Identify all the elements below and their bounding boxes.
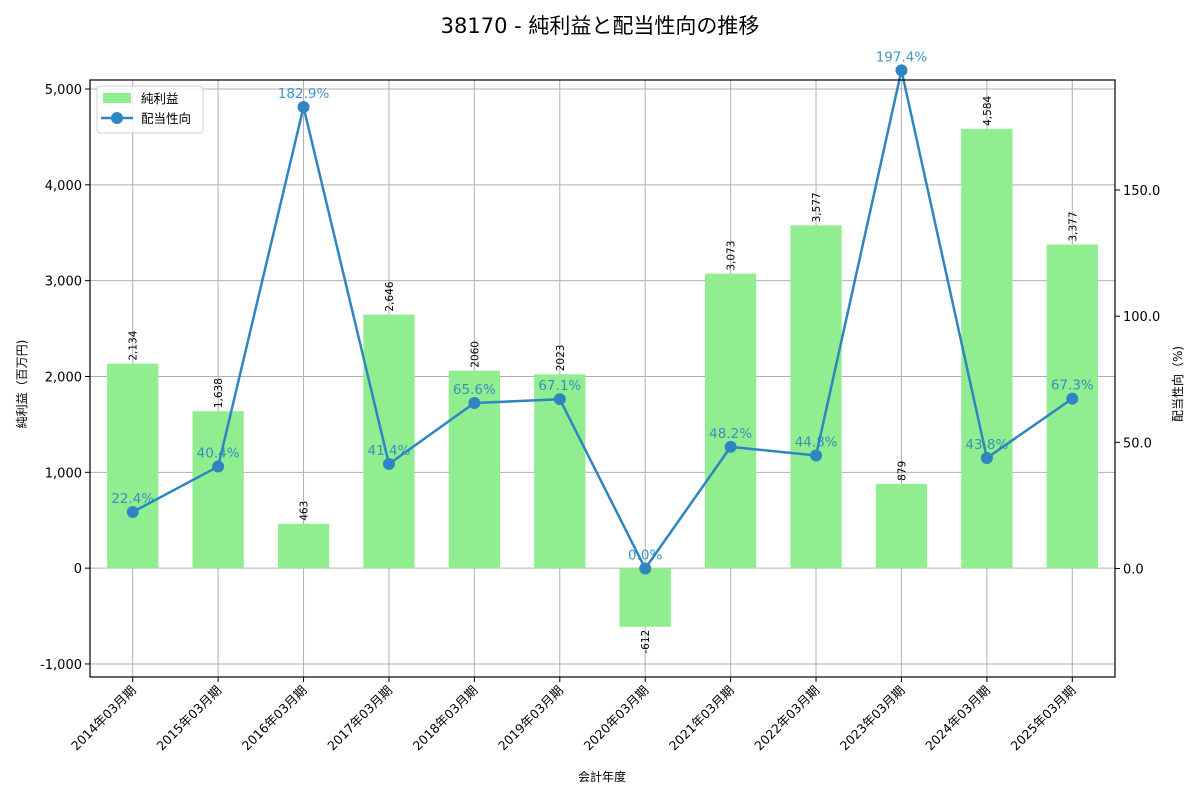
bar-value-label: 2060 bbox=[469, 341, 481, 368]
legend-label-net-income: 純利益 bbox=[141, 91, 179, 106]
bar-value-label: 463 bbox=[299, 501, 311, 521]
bar-value-label: -612 bbox=[640, 630, 652, 654]
line-marker bbox=[212, 460, 225, 473]
percent-value-label: 41.4% bbox=[368, 443, 411, 459]
bar-value-label: 879 bbox=[896, 461, 908, 481]
bar-series bbox=[107, 128, 1098, 627]
bar-value-label: 3,577 bbox=[811, 192, 823, 222]
chart-title: 38170 - 純利益と配当性向の推移 bbox=[440, 14, 760, 38]
x-tick-label: 2015年03月期 bbox=[153, 683, 224, 754]
percent-value-label: 43.8% bbox=[965, 437, 1008, 453]
x-axis-label: 会計年度 bbox=[578, 769, 626, 784]
legend-bar-swatch bbox=[103, 93, 131, 103]
bar bbox=[107, 363, 159, 569]
line-marker bbox=[382, 458, 395, 471]
percent-labels: 22.4% 40.4% 182.9% 41.4% 65.6% 67.1% 0.0% 48.2%… bbox=[111, 49, 1094, 563]
percent-value-label: 182.9% bbox=[278, 86, 330, 102]
line-series bbox=[126, 64, 1079, 575]
percent-value-label: 48.2% bbox=[709, 426, 752, 442]
percent-value-label: 197.4% bbox=[876, 49, 928, 65]
bar bbox=[277, 523, 330, 569]
bar bbox=[363, 314, 415, 569]
y-tick-label: 3,000 bbox=[45, 275, 82, 290]
x-tick-label: 2020年03月期 bbox=[580, 683, 651, 754]
line-marker bbox=[810, 449, 823, 462]
bar bbox=[790, 225, 842, 569]
y-tick-label: 0 bbox=[74, 562, 82, 577]
x-tick-label: 2016年03月期 bbox=[239, 683, 310, 754]
x-tick-label: 2024年03月期 bbox=[922, 683, 993, 754]
line-marker bbox=[553, 393, 566, 406]
percent-value-label: 44.8% bbox=[795, 434, 838, 450]
percent-value-label: 40.4% bbox=[197, 446, 240, 462]
percent-value-label: 0.0% bbox=[628, 548, 662, 564]
bar-value-label: 2,646 bbox=[384, 281, 396, 311]
line-marker bbox=[126, 505, 139, 518]
percent-value-label: 67.3% bbox=[1051, 378, 1094, 394]
bar bbox=[619, 568, 671, 627]
percent-value-label: 22.4% bbox=[111, 491, 154, 507]
line-marker bbox=[639, 562, 652, 575]
y-tick-label: 4,000 bbox=[45, 179, 82, 194]
x-tick-label: 2022年03月期 bbox=[751, 683, 822, 754]
bar-value-label: 4,584 bbox=[982, 95, 994, 125]
x-tick-label: 2018年03月期 bbox=[410, 683, 481, 754]
y-right-tick-label: 0.0 bbox=[1123, 563, 1144, 578]
bar bbox=[961, 128, 1013, 569]
y-tick-label: -1,000 bbox=[40, 658, 82, 673]
bar bbox=[1046, 244, 1098, 569]
bar bbox=[534, 374, 586, 569]
y-right-tick-label: 50.0 bbox=[1123, 436, 1152, 451]
line-marker bbox=[895, 64, 908, 77]
legend-marker-swatch bbox=[111, 112, 123, 124]
line-marker bbox=[980, 451, 993, 464]
bar bbox=[705, 273, 757, 569]
x-tick-label: 2019年03月期 bbox=[495, 683, 566, 754]
percent-value-label: 65.6% bbox=[453, 382, 496, 398]
y-tick-label: 1,000 bbox=[45, 466, 82, 481]
bar-value-label: 3,377 bbox=[1067, 211, 1079, 241]
bar-value-label: 2023 bbox=[555, 345, 567, 372]
left-axis: -1,000 0 1,000 2,000 3,000 4,000 5,000 bbox=[40, 83, 90, 673]
right-axis: 0.0 50.0 100.0 150.0 bbox=[1115, 184, 1160, 578]
bar bbox=[875, 483, 928, 569]
bar bbox=[192, 411, 244, 569]
x-tick-label: 2025年03月期 bbox=[1008, 683, 1079, 754]
line-marker bbox=[468, 396, 481, 409]
bar-value-label: 2,134 bbox=[128, 330, 140, 360]
y-axis-label: 純利益（百万円) bbox=[15, 340, 29, 429]
x-tick-label: 2023年03月期 bbox=[837, 683, 908, 754]
line-marker bbox=[724, 440, 737, 453]
bar-labels: 2,134 1,638 463 2,646 2060 2023 -612 3,073 3,577… bbox=[128, 95, 1080, 653]
line-marker bbox=[1066, 392, 1079, 405]
percent-value-label: 67.1% bbox=[538, 378, 581, 394]
y-right-axis-label: 配当性向（%) bbox=[1170, 346, 1185, 422]
x-tick-label: 2014年03月期 bbox=[68, 683, 139, 754]
x-tick-label: 2017年03月期 bbox=[324, 683, 395, 754]
y-tick-label: 5,000 bbox=[45, 83, 82, 98]
payout-ratio-line bbox=[132, 69, 1074, 570]
x-tick-label: 2021年03月期 bbox=[666, 683, 737, 754]
bar-value-label: 1,638 bbox=[213, 378, 225, 408]
y-right-tick-label: 150.0 bbox=[1123, 184, 1160, 199]
y-right-tick-label: 100.0 bbox=[1123, 310, 1160, 325]
legend-label-payout-ratio: 配当性向 bbox=[141, 111, 191, 126]
plot-frame bbox=[89, 79, 1116, 678]
x-axis: 2014年03月期 2015年03月期 2016年03月期 2017年03月期 2018… bbox=[68, 677, 1078, 753]
bar-value-label: 3,073 bbox=[726, 241, 738, 271]
y-tick-label: 2,000 bbox=[45, 370, 82, 385]
line-marker bbox=[297, 100, 310, 113]
